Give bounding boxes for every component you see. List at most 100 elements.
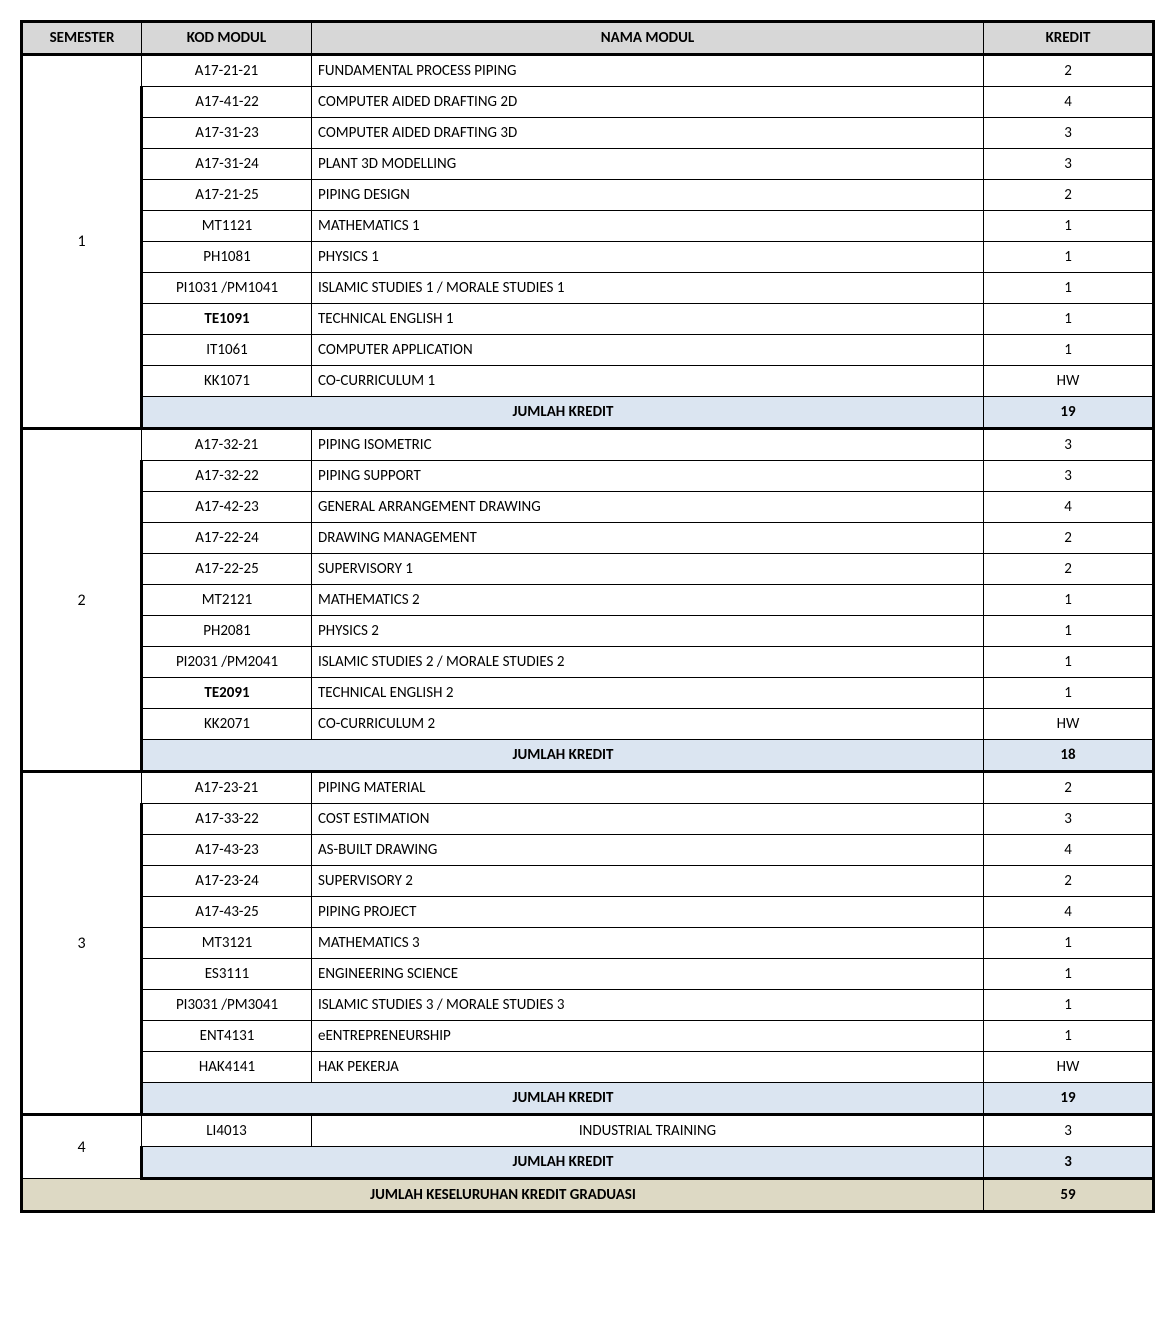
subtotal-value: 19 xyxy=(984,1083,1154,1115)
module-credit: 2 xyxy=(984,55,1154,87)
table-row: PI1031 /PM1041ISLAMIC STUDIES 1 / MORALE… xyxy=(22,273,1154,304)
module-code: A17-42-23 xyxy=(142,492,312,523)
module-credit: 1 xyxy=(984,1021,1154,1052)
subtotal-row: JUMLAH KREDIT18 xyxy=(22,740,1154,772)
table-row: PH2081PHYSICS 21 xyxy=(22,616,1154,647)
module-code: PI2031 /PM2041 xyxy=(142,647,312,678)
module-code: MT1121 xyxy=(142,211,312,242)
module-credit: 1 xyxy=(984,335,1154,366)
module-name: PLANT 3D MODELLING xyxy=(312,149,984,180)
module-code: ENT4131 xyxy=(142,1021,312,1052)
table-row: TE2091TECHNICAL ENGLISH 21 xyxy=(22,678,1154,709)
module-code: PH2081 xyxy=(142,616,312,647)
subtotal-row: JUMLAH KREDIT19 xyxy=(22,397,1154,429)
module-credit: 1 xyxy=(984,616,1154,647)
module-code: ES3111 xyxy=(142,959,312,990)
module-name: PIPING SUPPORT xyxy=(312,461,984,492)
module-credit: 3 xyxy=(984,461,1154,492)
table-row: ES3111ENGINEERING SCIENCE1 xyxy=(22,959,1154,990)
header-name: NAMA MODUL xyxy=(312,22,984,55)
module-code: HAK4141 xyxy=(142,1052,312,1083)
table-row: A17-43-23AS-BUILT DRAWING4 xyxy=(22,835,1154,866)
table-row: 2A17-32-21PIPING ISOMETRIC3 xyxy=(22,429,1154,461)
module-credit: HW xyxy=(984,709,1154,740)
table-row: PH1081PHYSICS 11 xyxy=(22,242,1154,273)
table-row: PI2031 /PM2041ISLAMIC STUDIES 2 / MORALE… xyxy=(22,647,1154,678)
subtotal-value: 19 xyxy=(984,397,1154,429)
module-code: MT2121 xyxy=(142,585,312,616)
table-row: A17-31-23COMPUTER AIDED DRAFTING 3D3 xyxy=(22,118,1154,149)
grand-total-value: 59 xyxy=(984,1179,1154,1212)
module-name: COMPUTER APPLICATION xyxy=(312,335,984,366)
module-name: COMPUTER AIDED DRAFTING 3D xyxy=(312,118,984,149)
table-header-row: SEMESTER KOD MODUL NAMA MODUL KREDIT xyxy=(22,22,1154,55)
table-row: A17-43-25PIPING PROJECT4 xyxy=(22,897,1154,928)
subtotal-label: JUMLAH KREDIT xyxy=(142,740,984,772)
header-credit: KREDIT xyxy=(984,22,1154,55)
module-code: A17-21-21 xyxy=(142,55,312,87)
module-credit: 2 xyxy=(984,180,1154,211)
module-credit: 3 xyxy=(984,1115,1154,1147)
module-credit: 1 xyxy=(984,242,1154,273)
module-code: KK1071 xyxy=(142,366,312,397)
module-code: MT3121 xyxy=(142,928,312,959)
header-semester: SEMESTER xyxy=(22,22,142,55)
module-credit: 1 xyxy=(984,959,1154,990)
module-name: COMPUTER AIDED DRAFTING 2D xyxy=(312,87,984,118)
module-name: DRAWING MANAGEMENT xyxy=(312,523,984,554)
module-credit: 3 xyxy=(984,118,1154,149)
module-code: PH1081 xyxy=(142,242,312,273)
module-code: A17-32-22 xyxy=(142,461,312,492)
table-row: IT1061COMPUTER APPLICATION1 xyxy=(22,335,1154,366)
semester-cell: 3 xyxy=(22,772,142,1115)
module-credit: 4 xyxy=(984,835,1154,866)
module-credit: HW xyxy=(984,1052,1154,1083)
module-credit: 1 xyxy=(984,585,1154,616)
module-code: TE2091 xyxy=(142,678,312,709)
module-name: CO-CURRICULUM 2 xyxy=(312,709,984,740)
subtotal-value: 3 xyxy=(984,1147,1154,1179)
table-row: A17-42-23GENERAL ARRANGEMENT DRAWING4 xyxy=(22,492,1154,523)
module-code: TE1091 xyxy=(142,304,312,335)
semester-cell: 4 xyxy=(22,1115,142,1179)
module-name: PHYSICS 1 xyxy=(312,242,984,273)
subtotal-label: JUMLAH KREDIT xyxy=(142,397,984,429)
module-credit: 4 xyxy=(984,897,1154,928)
module-code: PI3031 /PM3041 xyxy=(142,990,312,1021)
table-row: MT3121MATHEMATICS 31 xyxy=(22,928,1154,959)
module-code: IT1061 xyxy=(142,335,312,366)
module-name: ENGINEERING SCIENCE xyxy=(312,959,984,990)
module-code: A17-43-25 xyxy=(142,897,312,928)
module-code: LI4013 xyxy=(142,1115,312,1147)
module-name: HAK PEKERJA xyxy=(312,1052,984,1083)
module-code: A17-31-24 xyxy=(142,149,312,180)
module-name: CO-CURRICULUM 1 xyxy=(312,366,984,397)
module-code: A17-43-23 xyxy=(142,835,312,866)
table-row: A17-21-25PIPING DESIGN2 xyxy=(22,180,1154,211)
module-name: MATHEMATICS 1 xyxy=(312,211,984,242)
subtotal-value: 18 xyxy=(984,740,1154,772)
table-row: A17-31-24PLANT 3D MODELLING3 xyxy=(22,149,1154,180)
table-row: MT1121MATHEMATICS 11 xyxy=(22,211,1154,242)
module-credit: 1 xyxy=(984,678,1154,709)
module-name: MATHEMATICS 2 xyxy=(312,585,984,616)
table-row: MT2121MATHEMATICS 21 xyxy=(22,585,1154,616)
module-credit: 1 xyxy=(984,273,1154,304)
module-code: A17-32-21 xyxy=(142,429,312,461)
table-row: 4LI4013INDUSTRIAL TRAINING3 xyxy=(22,1115,1154,1147)
module-name: PIPING MATERIAL xyxy=(312,772,984,804)
subtotal-label: JUMLAH KREDIT xyxy=(142,1083,984,1115)
module-credit: 2 xyxy=(984,772,1154,804)
module-name: GENERAL ARRANGEMENT DRAWING xyxy=(312,492,984,523)
module-code: A17-31-23 xyxy=(142,118,312,149)
table-row: TE1091TECHNICAL ENGLISH 11 xyxy=(22,304,1154,335)
module-code: A17-23-21 xyxy=(142,772,312,804)
module-name: ISLAMIC STUDIES 1 / MORALE STUDIES 1 xyxy=(312,273,984,304)
grand-total-label: JUMLAH KESELURUHAN KREDIT GRADUASI xyxy=(22,1179,984,1212)
module-credit: 1 xyxy=(984,928,1154,959)
header-code: KOD MODUL xyxy=(142,22,312,55)
module-name: MATHEMATICS 3 xyxy=(312,928,984,959)
module-name: TECHNICAL ENGLISH 1 xyxy=(312,304,984,335)
module-code: KK2071 xyxy=(142,709,312,740)
table-row: KK2071CO-CURRICULUM 2HW xyxy=(22,709,1154,740)
